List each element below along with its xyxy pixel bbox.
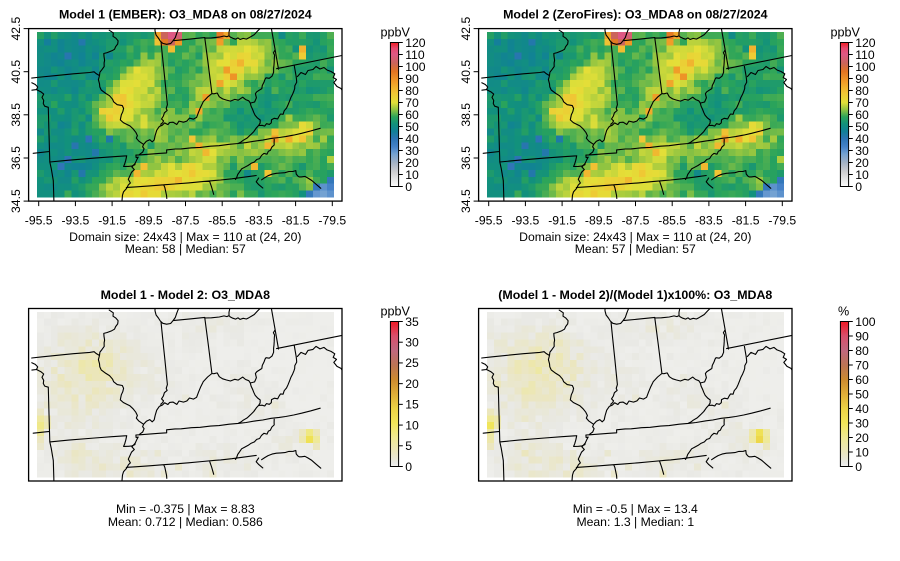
svg-text:50: 50 — [855, 387, 869, 401]
svg-text:-83.5: -83.5 — [245, 214, 273, 228]
svg-text:10: 10 — [855, 168, 869, 182]
svg-text:-91.5: -91.5 — [548, 214, 576, 228]
svg-text:-87.5: -87.5 — [172, 214, 200, 228]
svg-text:Model 1 - Model 2: O3_MDA8: Model 1 - Model 2: O3_MDA8 — [101, 288, 270, 302]
svg-text:36.5: 36.5 — [459, 146, 473, 170]
svg-text:Mean: 57 | Median: 57: Mean: 57 | Median: 57 — [575, 242, 696, 256]
svg-text:-81.5: -81.5 — [282, 214, 310, 228]
svg-text:40: 40 — [405, 132, 419, 146]
svg-text:ppbV: ppbV — [381, 26, 411, 40]
svg-text:Domain size: 24x43 | Max = 110: Domain size: 24x43 | Max = 110 at (24, 2… — [519, 230, 751, 244]
svg-text:10: 10 — [405, 168, 419, 182]
svg-text:80: 80 — [855, 344, 869, 358]
svg-text:-89.5: -89.5 — [585, 214, 613, 228]
svg-text:36.5: 36.5 — [9, 146, 23, 170]
svg-text:-89.5: -89.5 — [135, 214, 163, 228]
svg-text:38.5: 38.5 — [459, 103, 473, 127]
svg-text:35: 35 — [405, 315, 419, 329]
svg-text:38.5: 38.5 — [9, 103, 23, 127]
svg-text:70: 70 — [855, 358, 869, 372]
svg-text:34.5: 34.5 — [9, 189, 23, 213]
svg-text:15: 15 — [405, 398, 419, 412]
svg-text:100: 100 — [855, 60, 876, 74]
svg-text:110: 110 — [405, 48, 425, 62]
svg-text:-79.5: -79.5 — [318, 214, 346, 228]
svg-text:-95.5: -95.5 — [25, 214, 53, 228]
svg-text:Model 2 (ZeroFires): O3_MDA8 o: Model 2 (ZeroFires): O3_MDA8 on 08/27/20… — [503, 8, 768, 22]
svg-text:70: 70 — [855, 96, 869, 110]
svg-text:Model 1 (EMBER): O3_MDA8 on 08: Model 1 (EMBER): O3_MDA8 on 08/27/2024 — [59, 8, 312, 22]
svg-text:30: 30 — [855, 416, 869, 430]
svg-text:20: 20 — [405, 156, 419, 170]
svg-text:40.5: 40.5 — [9, 60, 23, 84]
svg-text:70: 70 — [405, 96, 419, 110]
svg-text:ppbV: ppbV — [831, 26, 861, 40]
svg-text:100: 100 — [405, 60, 426, 74]
svg-text:42.5: 42.5 — [9, 17, 23, 41]
svg-text:Mean: 1.3 | Median: 1: Mean: 1.3 | Median: 1 — [576, 515, 694, 529]
svg-text:60: 60 — [855, 373, 869, 387]
svg-text:(Model 1 - Model 2)/(Model 1)x: (Model 1 - Model 2)/(Model 1)x100%: O3_M… — [498, 288, 772, 302]
svg-text:5: 5 — [405, 439, 412, 453]
svg-text:34.5: 34.5 — [459, 189, 473, 213]
svg-text:-93.5: -93.5 — [62, 214, 90, 228]
svg-text:90: 90 — [855, 329, 869, 343]
svg-text:0: 0 — [855, 460, 862, 474]
svg-text:50: 50 — [405, 120, 419, 134]
svg-text:30: 30 — [405, 144, 419, 158]
svg-text:90: 90 — [405, 72, 419, 86]
svg-text:-79.5: -79.5 — [768, 214, 796, 228]
svg-text:-85.5: -85.5 — [658, 214, 686, 228]
svg-text:25: 25 — [405, 356, 419, 370]
svg-text:0: 0 — [405, 180, 412, 194]
svg-text:110: 110 — [855, 48, 875, 62]
svg-text:Mean: 58 | Median: 57: Mean: 58 | Median: 57 — [125, 242, 246, 256]
svg-text:42.5: 42.5 — [459, 17, 473, 41]
svg-text:-93.5: -93.5 — [512, 214, 540, 228]
svg-text:10: 10 — [855, 445, 869, 459]
svg-text:20: 20 — [855, 431, 869, 445]
svg-text:40: 40 — [855, 132, 869, 146]
svg-text:Min = -0.375 | Max = 8.83: Min = -0.375 | Max = 8.83 — [116, 502, 255, 516]
svg-text:ppbV: ppbV — [381, 305, 411, 319]
svg-text:-85.5: -85.5 — [208, 214, 236, 228]
svg-text:0: 0 — [405, 460, 412, 474]
svg-text:90: 90 — [855, 72, 869, 86]
svg-text:0: 0 — [855, 180, 862, 194]
svg-text:-91.5: -91.5 — [98, 214, 126, 228]
svg-text:80: 80 — [855, 84, 869, 98]
svg-text:-95.5: -95.5 — [475, 214, 503, 228]
svg-text:20: 20 — [855, 156, 869, 170]
svg-text:20: 20 — [405, 377, 419, 391]
svg-text:40: 40 — [855, 402, 869, 416]
svg-text:Domain size: 24x43 | Max = 110: Domain size: 24x43 | Max = 110 at (24, 2… — [69, 230, 301, 244]
svg-text:100: 100 — [855, 315, 876, 329]
svg-text:30: 30 — [405, 336, 419, 350]
svg-text:40.5: 40.5 — [459, 60, 473, 84]
svg-text:60: 60 — [855, 108, 869, 122]
svg-text:%: % — [838, 305, 849, 319]
svg-text:120: 120 — [405, 36, 426, 50]
svg-text:Mean: 0.712 | Median: 0.586: Mean: 0.712 | Median: 0.586 — [108, 515, 263, 529]
svg-text:120: 120 — [855, 36, 876, 50]
svg-text:80: 80 — [405, 84, 419, 98]
svg-text:50: 50 — [855, 120, 869, 134]
svg-text:10: 10 — [405, 418, 419, 432]
svg-text:Min = -0.5 | Max = 13.4: Min = -0.5 | Max = 13.4 — [573, 502, 698, 516]
svg-text:30: 30 — [855, 144, 869, 158]
svg-text:-87.5: -87.5 — [622, 214, 650, 228]
svg-text:60: 60 — [405, 108, 419, 122]
svg-text:-83.5: -83.5 — [695, 214, 723, 228]
svg-text:-81.5: -81.5 — [732, 214, 760, 228]
